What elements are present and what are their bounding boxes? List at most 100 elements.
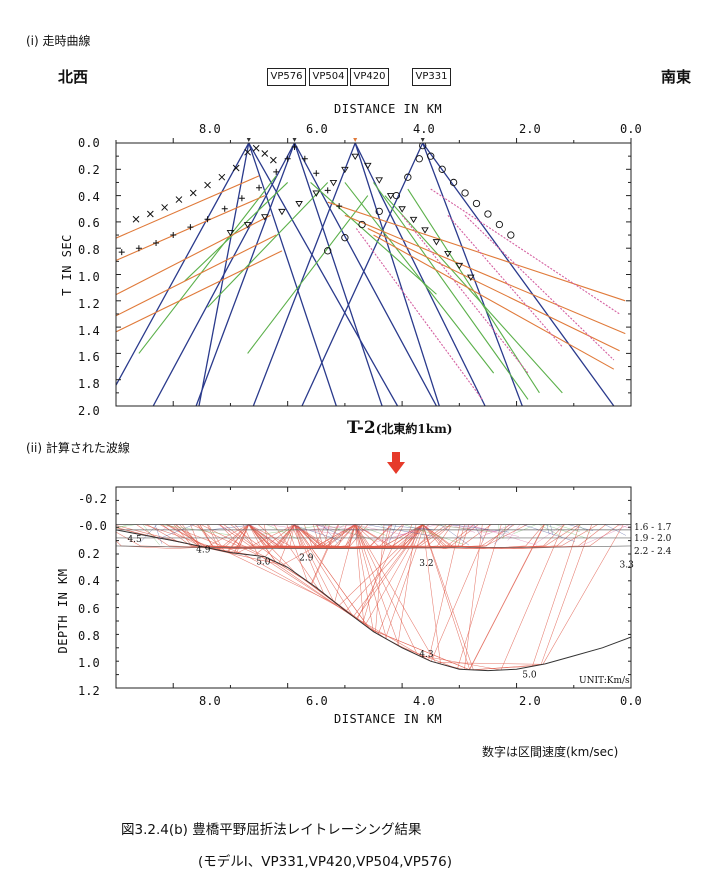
- top-x-tick-6: 6.0: [306, 122, 328, 136]
- observed-pick-circle: [427, 152, 435, 160]
- observed-pick-triangle: [444, 251, 452, 258]
- red-arrow-shaft: [392, 452, 400, 462]
- ray-path: [422, 524, 465, 549]
- bottom-x-tick-8: 8.0: [199, 694, 221, 708]
- bottom-chart-x-axis-title: DISTANCE IN KM: [334, 712, 443, 726]
- top-plot-area: [116, 143, 626, 406]
- shallow-ray: [580, 524, 630, 547]
- ray-path: [273, 524, 423, 635]
- bottom-plot-area: [116, 524, 631, 672]
- top-y-tick: 0.4: [78, 189, 100, 204]
- observed-pick-plus: [336, 203, 343, 210]
- observed-pick-triangle: [312, 190, 321, 197]
- observed-pick-circle: [484, 210, 492, 218]
- ray-path: [166, 524, 423, 612]
- figure-caption-line1: 図3.2.4(b) 豊橋平野屈折法レイトレーシング結果: [121, 822, 422, 838]
- observed-pick-circle: [404, 173, 412, 181]
- shallow-ray: [352, 524, 417, 538]
- observed-pick-circle: [438, 165, 446, 173]
- top-x-tick-4: 4.0: [413, 122, 435, 136]
- bottom-y-tick: 1.0: [78, 656, 100, 671]
- ray-path: [159, 524, 295, 556]
- observed-pick-circle: [449, 178, 458, 187]
- travel-time-line-refraction: [373, 234, 615, 370]
- ray-path: [354, 524, 461, 661]
- top-x-tick-8: 8.0: [199, 122, 221, 136]
- travel-time-line-direct: [354, 143, 440, 406]
- shallow-ray: [616, 524, 631, 529]
- observed-pick-x: [132, 215, 140, 223]
- observed-pick-plus: [204, 216, 211, 223]
- section-label-ray-paths: (ii) 計算された波線: [26, 441, 130, 455]
- shallow-ray: [461, 524, 520, 537]
- vp-label-576: VP576: [267, 68, 306, 86]
- top-y-tick: 2.0: [78, 404, 100, 418]
- travel-time-line-refraction: [184, 182, 289, 282]
- shallow-ray: [440, 524, 470, 546]
- observed-pick-triangle: [260, 214, 269, 221]
- top-y-tick: 0.2: [78, 162, 100, 177]
- observed-pick-plus: [118, 249, 125, 256]
- observed-pick-circle: [375, 207, 383, 216]
- shallow-ray: [513, 524, 537, 534]
- bottom-chart-y-axis-title: DEPTH IN KM: [56, 568, 70, 654]
- layer-interface: [116, 545, 631, 549]
- ray-path: [294, 524, 490, 662]
- observed-pick-circle: [392, 191, 401, 200]
- bottom-y-tick: -0.2: [78, 492, 107, 506]
- section-label-travel-time: (i) 走時曲線: [26, 34, 91, 48]
- travel-time-line-refraction: [116, 214, 271, 296]
- shallow-ray: [478, 524, 512, 538]
- shallow-ray: [449, 524, 476, 533]
- shallow-ray: [494, 524, 513, 545]
- shot-marker: [353, 138, 358, 142]
- observed-pick-triangle: [409, 216, 418, 224]
- ray-path: [354, 524, 624, 665]
- travel-time-line-direct: [293, 143, 438, 406]
- observed-pick-x: [175, 196, 183, 203]
- shallow-ray: [266, 524, 299, 540]
- travel-time-line-refraction: [207, 182, 329, 308]
- shot-marker: [246, 138, 251, 142]
- figure-caption-line2: (モデルⅠ、VP331,VP420,VP504,VP576): [198, 854, 452, 870]
- travel-time-line-direct: [422, 143, 523, 406]
- shallow-ray: [453, 524, 490, 534]
- ray-path: [422, 524, 620, 549]
- bottom-plot-frame: [115, 486, 632, 689]
- observed-pick-triangle: [329, 180, 338, 187]
- observed-pick-triangle: [243, 222, 252, 229]
- observed-pick-x: [270, 156, 277, 164]
- travel-time-line-direct: [195, 143, 296, 406]
- ray-path: [200, 524, 423, 620]
- observed-pick-triangle: [432, 239, 441, 246]
- observed-pick-x: [244, 148, 251, 156]
- shallow-ray: [249, 524, 278, 545]
- shallow-ray: [158, 524, 195, 540]
- ray-path: [294, 524, 545, 671]
- shallow-ray: [322, 524, 338, 544]
- ray-path: [230, 524, 423, 626]
- ray-path: [422, 524, 483, 670]
- observed-pick-triangle: [278, 208, 286, 216]
- layer-velocity-range-2: 1.9 - 2.0: [634, 534, 672, 544]
- shallow-ray: [533, 524, 564, 546]
- observed-pick-plus: [256, 184, 263, 191]
- shallow-ray: [544, 524, 588, 539]
- travel-time-line-direct: [252, 143, 356, 406]
- observed-pick-triangle: [421, 227, 429, 234]
- velocity-label: 4.9: [196, 546, 211, 556]
- ray-path: [355, 524, 579, 549]
- shot-marker: [292, 138, 297, 142]
- observed-pick-triangle: [375, 177, 384, 184]
- travel-time-line-refraction: [344, 182, 495, 374]
- layer-velocity-range-3: 2.2 - 2.4: [634, 547, 672, 557]
- ray-path: [116, 524, 249, 549]
- profile-title: T-2(北東約1km): [347, 418, 452, 438]
- profile-title-main: T-2: [347, 418, 376, 438]
- top-y-tick: 0.8: [78, 243, 100, 258]
- velocity-label: 5.0: [256, 558, 271, 568]
- bottom-y-tick: 0.8: [78, 629, 100, 643]
- shallow-ray: [379, 524, 387, 531]
- velocity-label: 2.9: [299, 554, 314, 564]
